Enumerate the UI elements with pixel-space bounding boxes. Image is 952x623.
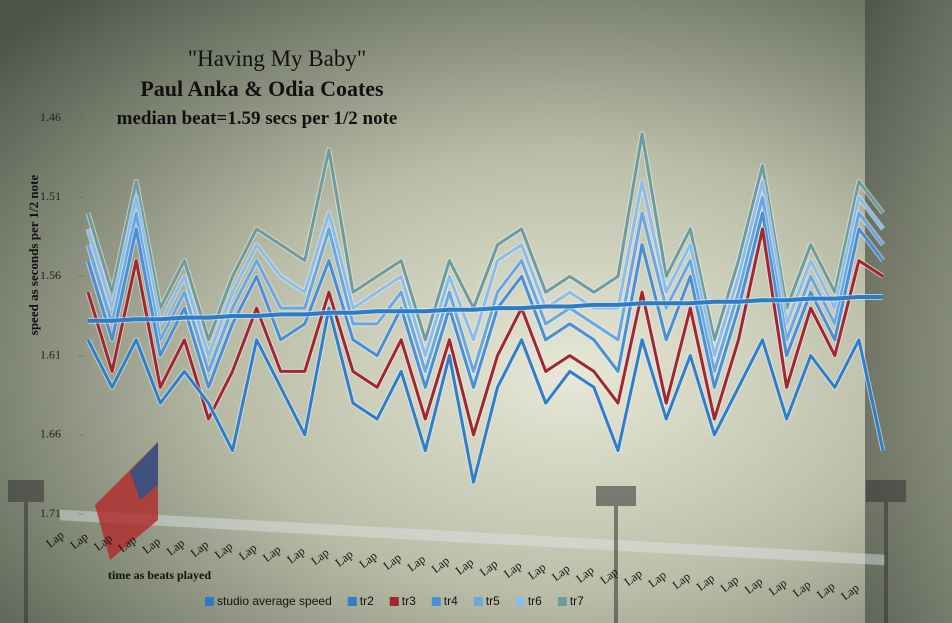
chart-subtitle: Paul Anka & Odia Coates (140, 76, 384, 101)
legend-swatch (515, 597, 525, 606)
legend-label: tr6 (528, 594, 542, 608)
chart-title: "Having My Baby" (188, 46, 367, 71)
legend-swatch (347, 597, 357, 606)
decor (8, 480, 906, 623)
series-line (86, 227, 884, 437)
legend-swatch (557, 597, 567, 606)
legend: studio average speed tr2 tr3 tr4 tr5 tr6 tr7 (205, 594, 584, 608)
legend-swatch (389, 597, 399, 606)
legend-swatch (473, 597, 483, 606)
y-tick-label: 1.61 (40, 347, 61, 361)
y-tick-label: 1.46 (40, 110, 61, 124)
series-line (88, 295, 883, 323)
y-tick-label: 1.51 (40, 189, 61, 203)
y-tick-label: 1.66 (40, 427, 61, 441)
legend-label: tr3 (402, 594, 416, 608)
legend-swatch (431, 597, 441, 606)
series-line (86, 306, 885, 484)
flag (95, 442, 158, 560)
series-line (86, 211, 885, 389)
background-panel (865, 0, 952, 623)
y-axis-label: speed as seconds per 1/2 note (26, 175, 41, 336)
y-tick-label: 1.56 (40, 268, 61, 282)
legend-label: tr2 (360, 594, 374, 608)
legend-label: tr4 (444, 594, 458, 608)
y-tick-label: 1.71 (40, 506, 61, 520)
series-line (86, 195, 885, 373)
legend-swatch (205, 597, 214, 606)
legend-label: studio average speed (217, 594, 332, 608)
legend-label: tr7 (570, 594, 584, 608)
series-line (86, 132, 885, 342)
series-line (86, 179, 885, 358)
x-axis-label: time as beats played (108, 568, 211, 582)
legend-label: tr5 (486, 594, 500, 608)
annotation: median beat=1.59 secs per 1/2 note (117, 108, 398, 129)
